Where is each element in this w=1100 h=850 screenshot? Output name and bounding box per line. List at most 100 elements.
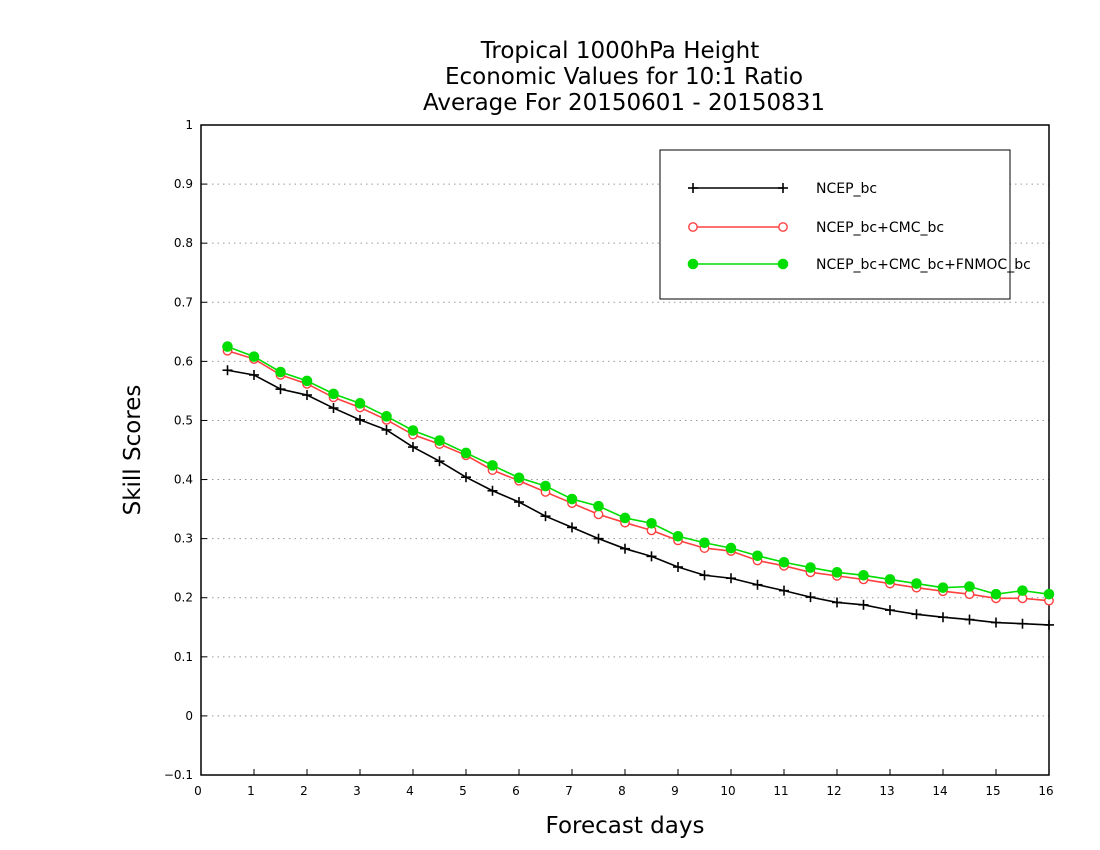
data-point (460, 447, 472, 459)
x-tick-label: 0 (194, 784, 202, 798)
data-point (381, 411, 392, 422)
data-point (301, 375, 313, 387)
y-tick-label: 0.4 (174, 473, 193, 487)
data-point (620, 543, 630, 554)
legend-entry: NCEP_bc+CMC_bc+FNMOC_bc (687, 257, 1031, 273)
legend-marker (688, 222, 698, 232)
x-tick-label: 1 (247, 784, 255, 798)
data-point (778, 556, 790, 568)
chart-title-line-2: Economic Values for 10:1 Ratio (445, 64, 803, 90)
x-tick-label: 8 (618, 784, 626, 798)
legend-marker (687, 258, 699, 270)
data-point (222, 365, 233, 376)
data-point (858, 569, 869, 581)
data-point (911, 578, 922, 589)
data-point (779, 585, 789, 596)
data-point (858, 599, 869, 610)
legend-label: NCEP_bc+CMC_bc+FNMOC_bc (816, 257, 1031, 273)
data-point (805, 562, 816, 573)
data-point (567, 522, 577, 533)
data-point (672, 530, 684, 542)
y-axis-label: Skill Scores (120, 385, 146, 516)
data-point (805, 592, 816, 603)
y-tick-label: 0.5 (174, 413, 193, 427)
data-point (248, 351, 260, 362)
data-point (302, 390, 312, 401)
y-tick-label: 0.2 (174, 591, 193, 605)
series-2 (222, 345, 1054, 606)
data-point (540, 480, 551, 492)
x-tick-label: 15 (985, 784, 1000, 798)
data-point (540, 511, 551, 522)
data-point (726, 573, 736, 584)
chart-title-line-1: Tropical 1000hPa Height (480, 38, 760, 64)
data-point (884, 574, 896, 585)
data-point (513, 472, 525, 484)
x-tick-label: 14 (932, 784, 947, 798)
legend-label: NCEP_bc+CMC_bc (816, 220, 944, 236)
data-point (434, 435, 445, 446)
series-1 (222, 365, 1054, 630)
data-point (964, 581, 975, 592)
data-point (275, 366, 286, 378)
x-tick-label: 9 (671, 784, 679, 798)
data-point (646, 517, 657, 529)
data-point (1043, 588, 1055, 600)
data-point (991, 617, 1001, 628)
data-point (1017, 618, 1028, 629)
y-tick-label: 0.1 (174, 650, 193, 664)
legend-label: NCEP_bc (816, 181, 877, 197)
x-tick-label: 11 (773, 784, 788, 798)
x-tick-label: 12 (826, 784, 841, 798)
series-layer (222, 341, 1055, 630)
data-point (434, 456, 445, 467)
data-point (275, 384, 286, 395)
series-3 (222, 341, 1055, 600)
legend-box (659, 149, 1011, 300)
data-point (1017, 585, 1028, 596)
x-axis: 0 1 2 3 4 5 6 7 8 9 10 11 12 13 14 15 16 (194, 769, 1054, 798)
data-point (990, 588, 1002, 600)
data-point (1044, 619, 1054, 630)
data-point (328, 388, 339, 400)
y-tick-label: −0.1 (164, 768, 193, 782)
data-point (222, 341, 233, 352)
series-line (227, 369, 1050, 626)
y-tick-label: 0.8 (174, 236, 193, 250)
x-tick-label: 3 (353, 784, 361, 798)
x-tick-label: 5 (459, 784, 467, 798)
data-point (461, 472, 471, 483)
data-point (964, 614, 975, 625)
data-point (752, 579, 763, 590)
data-point (593, 500, 604, 512)
data-point (911, 609, 922, 620)
data-point (407, 425, 419, 436)
data-point (725, 542, 737, 554)
legend-marker (778, 222, 788, 232)
y-tick-label: 0.7 (174, 295, 193, 309)
data-point (673, 562, 683, 572)
chart-title: Tropical 1000hPa Height Economic Values … (423, 38, 825, 116)
data-point (354, 398, 366, 409)
data-point (937, 582, 949, 593)
data-point (619, 512, 631, 524)
data-point (885, 605, 895, 616)
series-line (227, 345, 1050, 595)
gridlines (201, 183, 1049, 717)
y-tick-label: 0.3 (174, 532, 193, 546)
data-point (593, 533, 604, 544)
x-tick-label: 16 (1038, 784, 1053, 798)
y-tick-label: 0.6 (174, 354, 193, 368)
data-point (646, 551, 657, 562)
legend-entry: NCEP_bc (688, 181, 877, 197)
data-point (487, 485, 498, 496)
x-tick-label: 2 (300, 784, 308, 798)
legend-marker (778, 183, 788, 193)
y-tick-label: 0 (185, 709, 193, 723)
data-point (381, 424, 392, 435)
data-point (593, 509, 604, 520)
data-point (699, 537, 710, 549)
x-tick-label: 7 (565, 784, 573, 798)
series-line (227, 349, 1050, 602)
